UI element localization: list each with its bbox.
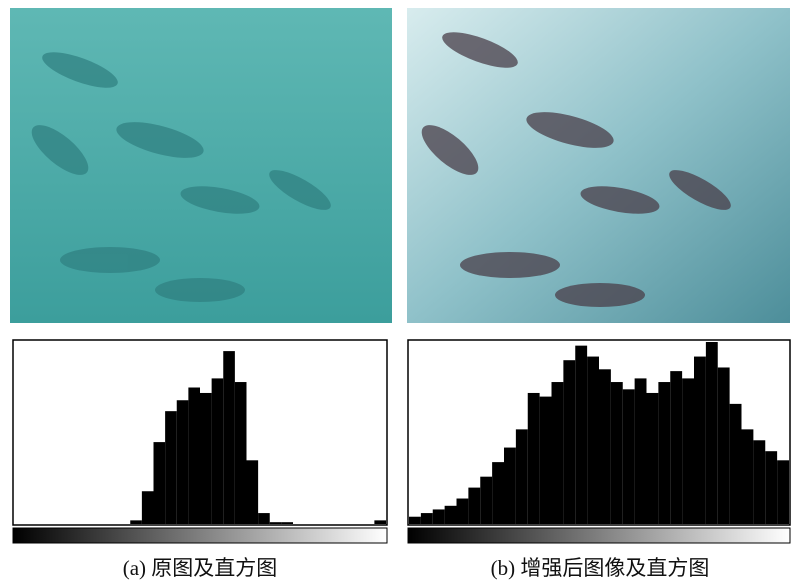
- histogram-bar: [753, 440, 766, 524]
- histogram-bar: [130, 520, 142, 524]
- histogram-bar: [622, 389, 635, 524]
- gray-scale-bar: [407, 527, 791, 544]
- photo-enhanced: [407, 8, 790, 323]
- histogram-bar: [200, 392, 212, 524]
- histogram-bar: [587, 356, 599, 524]
- histogram-bar: [246, 460, 259, 524]
- histogram-bar: [777, 460, 789, 524]
- histogram-bar: [234, 382, 247, 524]
- histogram-bar: [515, 429, 528, 524]
- histogram-bar: [281, 522, 293, 524]
- gray-scale-bar: [12, 527, 388, 544]
- histogram-bar: [223, 351, 235, 524]
- histogram-bar: [765, 451, 778, 524]
- histogram-bar: [741, 429, 754, 524]
- histogram-bar: [176, 400, 189, 524]
- histogram-bar: [634, 378, 647, 524]
- histogram-bar: [492, 462, 504, 524]
- histogram-bar: [153, 442, 166, 524]
- caption: (b) 增强后图像及直方图: [491, 556, 710, 580]
- histogram-bar: [563, 360, 576, 524]
- histogram-bar: [141, 491, 154, 524]
- histogram-bar: [432, 509, 445, 524]
- histogram-bar: [504, 447, 516, 524]
- histogram-frame: [407, 339, 791, 526]
- histogram-bar: [409, 516, 421, 524]
- histogram-bar: [374, 520, 386, 524]
- histogram-bar: [670, 371, 683, 524]
- histogram-bar: [468, 487, 481, 524]
- histogram-bar: [456, 498, 469, 524]
- histogram-bar: [658, 382, 671, 524]
- histogram-bar: [480, 476, 493, 524]
- histogram-bar: [444, 505, 457, 524]
- histogram-bar: [705, 342, 718, 524]
- histogram-bar: [646, 392, 659, 524]
- histogram-bar: [717, 367, 730, 524]
- histogram-bar: [269, 522, 282, 524]
- histogram-bar: [211, 378, 224, 524]
- histogram-frame: [12, 339, 388, 526]
- histogram-bar: [729, 403, 742, 524]
- histogram-bar: [551, 382, 564, 524]
- photo-original: [10, 8, 392, 323]
- histogram-bar: [610, 382, 623, 524]
- histogram-bar: [599, 369, 611, 524]
- histogram-bar: [165, 411, 177, 524]
- histogram-bar: [258, 513, 270, 524]
- histogram-bar: [694, 356, 706, 524]
- histogram-bar: [420, 513, 433, 524]
- histogram-bar: [188, 387, 200, 524]
- histogram-bar: [527, 392, 540, 524]
- histogram-bar: [575, 345, 588, 524]
- histogram-bar: [682, 378, 694, 524]
- caption: (a) 原图及直方图: [123, 556, 278, 580]
- histogram-bar: [539, 396, 552, 524]
